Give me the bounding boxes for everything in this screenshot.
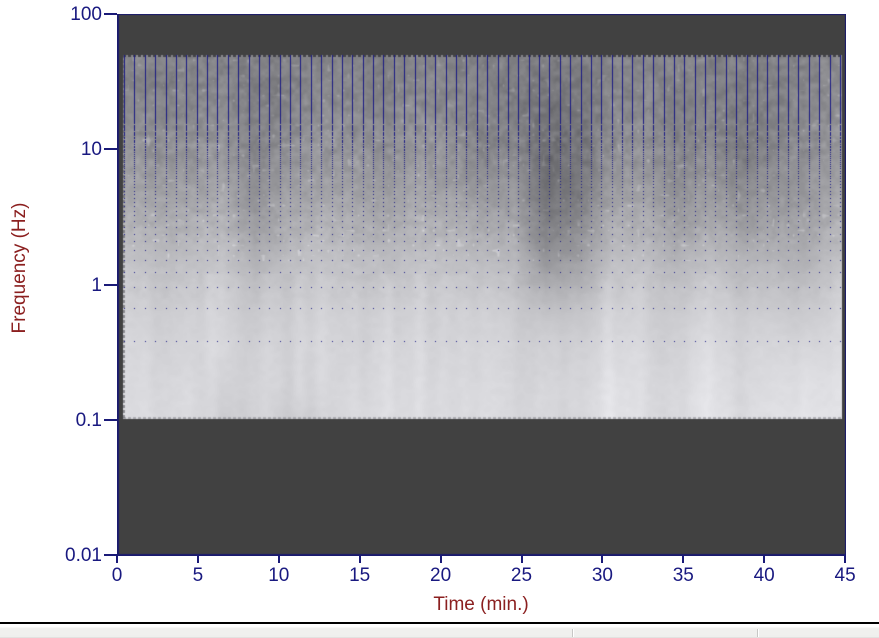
x-tick-label: 30 <box>591 565 613 586</box>
y-tick-label: 100 <box>70 4 102 25</box>
x-axis-title: Time (min.) <box>433 594 529 615</box>
x-tick-mark <box>682 555 685 563</box>
x-tick-mark <box>358 555 361 563</box>
y-tick-mark <box>104 418 117 421</box>
spectrogram-plot: 100 10 1 0.1 0.01 0 5 10 15 20 25 30 35 40 45 Frequen… <box>9 4 856 615</box>
spectrogram-canvas[interactable] <box>117 14 846 556</box>
window-divider-line <box>0 622 879 624</box>
y-tick-label: 0.01 <box>65 545 102 566</box>
column-separator[interactable] <box>572 629 574 637</box>
x-tick-mark <box>439 555 442 563</box>
y-tick-label: 0.1 <box>75 409 102 431</box>
x-tick-mark <box>116 555 118 563</box>
y-tick-mark <box>104 554 117 556</box>
x-tick-mark <box>844 555 847 563</box>
x-tick-mark <box>763 555 766 563</box>
x-tick-label: 20 <box>430 565 452 586</box>
y-tick-mark <box>104 283 117 286</box>
x-tick-label: 5 <box>192 565 204 586</box>
x-tick-label: 35 <box>672 565 694 586</box>
x-tick-label: 45 <box>834 565 856 586</box>
x-tick-label: 15 <box>349 565 371 586</box>
x-tick-label: 25 <box>510 565 533 586</box>
x-tick-mark <box>520 555 523 563</box>
x-tick-label: 0 <box>111 565 123 586</box>
y-tick-mark <box>104 148 117 151</box>
x-tick-mark <box>196 555 199 563</box>
x-tick-mark <box>601 555 604 563</box>
y-tick-label: 10 <box>80 139 102 161</box>
x-tick-label: 10 <box>268 565 290 586</box>
x-tick-label: 40 <box>753 565 775 586</box>
column-separator[interactable] <box>757 629 759 637</box>
y-axis-title: Frequency (Hz) <box>9 202 30 334</box>
table-header-bar[interactable] <box>0 625 879 638</box>
y-tick-label: 1 <box>91 274 102 296</box>
y-tick-mark <box>104 13 117 15</box>
x-tick-mark <box>277 555 280 563</box>
